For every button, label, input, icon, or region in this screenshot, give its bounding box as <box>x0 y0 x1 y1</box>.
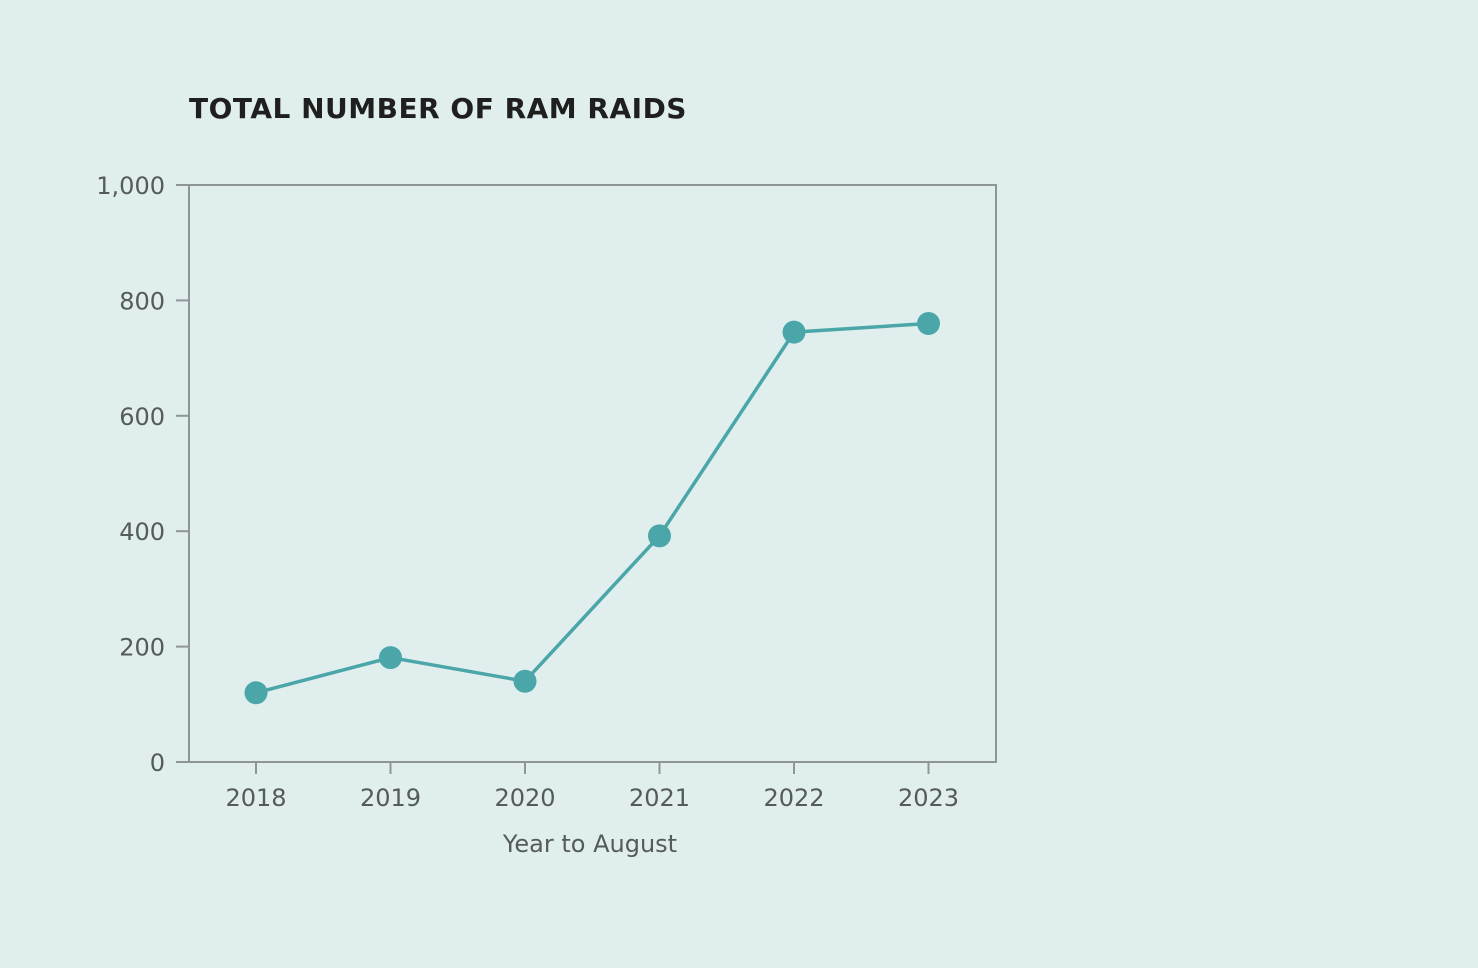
y-tick-label: 1,000 <box>96 172 165 200</box>
plot-frame <box>188 184 997 763</box>
data-point-2021 <box>648 524 671 548</box>
data-point-2022 <box>782 320 806 344</box>
y-tick-label: 800 <box>119 287 165 315</box>
x-axis: 2018 2019 2020 2021 2022 2023 <box>225 762 959 812</box>
series-layer <box>244 311 940 705</box>
y-tick-label: 400 <box>119 518 165 546</box>
x-tick-label: 2020 <box>494 784 555 812</box>
x-tick-label: 2018 <box>225 784 286 812</box>
y-tick-label: 0 <box>150 749 165 777</box>
x-tick-label: 2021 <box>629 784 690 812</box>
data-point-2020 <box>513 669 537 693</box>
x-axis-title: Year to August <box>502 830 677 858</box>
data-point-2023 <box>917 311 940 335</box>
chart-title: TOTAL NUMBER OF RAM RAIDS <box>189 92 687 125</box>
y-axis: 0 200 400 600 800 1,000 <box>96 172 189 777</box>
data-point-2019 <box>379 646 402 670</box>
y-tick-label: 200 <box>119 634 165 662</box>
x-tick-label: 2019 <box>360 784 421 812</box>
series-line <box>255 321 929 695</box>
data-point-2018 <box>244 681 268 705</box>
x-tick-label: 2023 <box>898 784 959 812</box>
y-tick-label: 600 <box>119 403 165 431</box>
x-tick-label: 2022 <box>763 784 824 812</box>
